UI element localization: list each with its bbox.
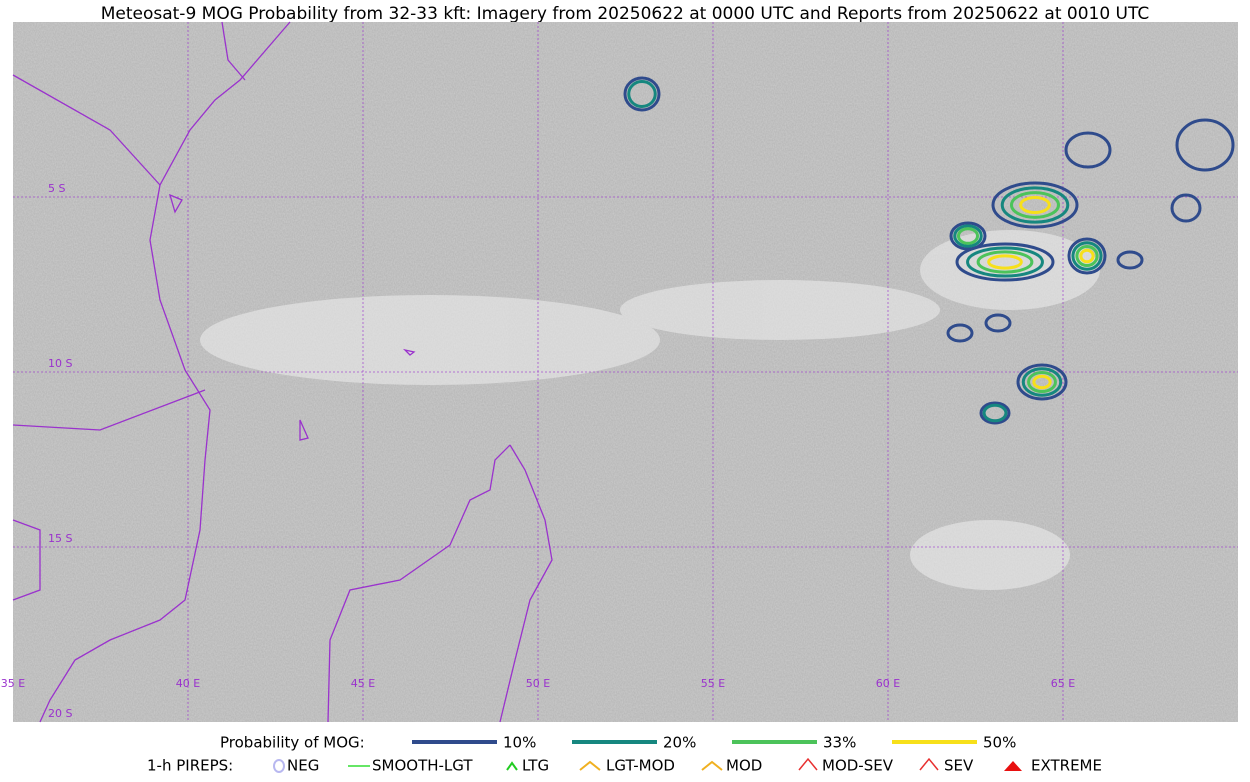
contour (966, 246, 1044, 278)
pirep-icon (273, 759, 285, 773)
contour (1032, 374, 1052, 390)
legend-item: 33% (823, 734, 856, 752)
contour (1016, 363, 1068, 401)
pirep-icon (701, 760, 723, 771)
legend: Probability of MOG: 10% 20% 33% 50% 1-h PIREP… (147, 734, 1102, 775)
pirep-icon (798, 757, 818, 771)
contour (1175, 118, 1235, 172)
lon-label: 55 E (701, 677, 725, 690)
contour (1071, 241, 1103, 271)
contour (1027, 370, 1057, 394)
legend-item: 10% (503, 734, 536, 752)
contour (1009, 191, 1061, 219)
contour (1067, 237, 1107, 275)
legend-item: EXTREME (1031, 757, 1102, 775)
pirep-icon (1004, 761, 1022, 771)
legend-item: LGT-MOD (606, 757, 675, 775)
lon-label: 40 E (176, 677, 200, 690)
lon-label: 45 E (351, 677, 375, 690)
legend-item: SMOOTH-LGT (372, 757, 473, 775)
pirep-icon (579, 760, 601, 771)
legend-item: MOD (726, 757, 762, 775)
lat-label: 5 S (48, 182, 65, 195)
contour (956, 227, 980, 245)
legend-item: SEV (944, 757, 974, 775)
legend-label: 1-h PIREPS: (147, 757, 233, 775)
contour (955, 242, 1055, 282)
contour (984, 313, 1012, 333)
coastlines (12, 21, 553, 723)
contour (1170, 193, 1202, 223)
lon-label: 50 E (526, 677, 550, 690)
contour (946, 323, 974, 343)
contour (623, 76, 661, 112)
contour (627, 80, 657, 108)
graticule: 35 E 40 E 45 E 50 E 55 E 60 E 65 E 5 S 10 S 15 S 2… (1, 22, 1238, 722)
contour (1021, 367, 1063, 397)
cloud-bands (200, 230, 1100, 590)
contour (1075, 244, 1099, 268)
contour (1019, 196, 1051, 214)
contour (1116, 250, 1144, 270)
lat-label: 15 S (48, 532, 72, 545)
contour (1064, 131, 1112, 169)
legend-item: 20% (663, 734, 696, 752)
contour (991, 181, 1079, 229)
contour (1079, 248, 1095, 264)
lon-label: 65 E (1051, 677, 1075, 690)
legend-item: NEG (287, 757, 319, 775)
lon-label: 35 E (1, 677, 25, 690)
contour (1000, 186, 1070, 224)
contour (953, 224, 983, 248)
contour (976, 250, 1034, 274)
contour (979, 401, 1011, 425)
contour (982, 403, 1008, 423)
pirep-icon (506, 761, 518, 771)
lat-label: 10 S (48, 357, 72, 370)
pirep-icon (919, 757, 939, 771)
contour (987, 254, 1023, 270)
legend-item: 50% (983, 734, 1016, 752)
legend-label: Probability of MOG: (220, 734, 365, 752)
map: 35 E 40 E 45 E 50 E 55 E 60 E 65 E 5 S 10 S 15 S 2… (1, 21, 1238, 723)
title: Meteosat-9 MOG Probability from 32-33 kf… (101, 4, 1150, 24)
legend-item: MOD-SEV (822, 757, 894, 775)
probability-contours (623, 76, 1235, 425)
legend-item: LTG (522, 757, 549, 775)
lat-label: 20 S (48, 707, 72, 720)
lon-label: 60 E (876, 677, 900, 690)
